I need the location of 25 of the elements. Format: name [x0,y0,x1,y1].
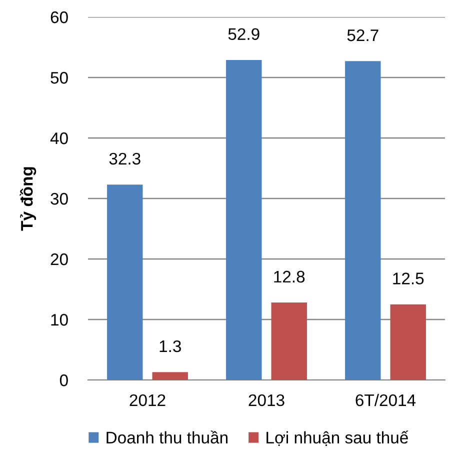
bar [390,304,426,380]
x-tick-label: 2013 [248,394,284,406]
legend-label: Doanh thu thuần [106,430,228,444]
bar [107,184,143,380]
y-tick-label: 40 [50,132,68,144]
legend-label: Lợi nhuận sau thuế [266,430,408,446]
y-tick-label: 10 [51,314,68,326]
data-label: 32.3 [109,152,140,165]
bar [152,372,188,380]
y-tick-label: 20 [50,253,68,266]
x-tick-label: 6T/2014 [356,394,416,406]
data-label: 52.7 [347,29,378,42]
data-label: 12.8 [274,270,305,283]
bar [226,60,262,380]
data-label: 12.5 [393,272,424,284]
bar [345,61,381,380]
y-tick-label: 30 [50,192,68,205]
y-tick-label: 0 [60,374,68,386]
y-tick-label: 50 [50,72,68,84]
data-label: 52.9 [228,28,260,40]
y-tick-label: 60 [50,11,68,24]
data-label: 1.3 [160,340,181,352]
y-axis-title: Tỷ đồng [20,167,36,231]
bar [271,302,307,380]
x-tick-label: 2012 [130,394,166,406]
